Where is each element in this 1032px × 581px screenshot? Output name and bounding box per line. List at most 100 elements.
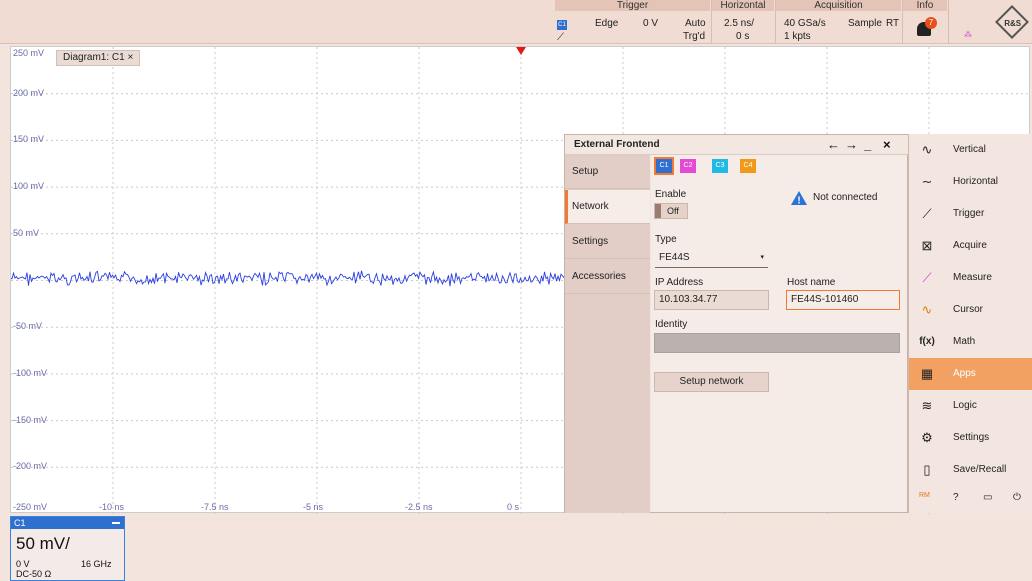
horizontal-icon: ∼: [921, 174, 933, 189]
nav-setup[interactable]: Setup: [565, 155, 650, 189]
menu-apps[interactable]: ▦ Apps: [909, 358, 1032, 390]
type-value: FE44S: [659, 252, 690, 263]
measure-icon: ⟋: [922, 270, 932, 285]
menu-label: Measure: [953, 272, 992, 283]
menu-logic[interactable]: ≋ Logic: [909, 390, 1032, 422]
arrow-left-icon[interactable]: ←: [827, 137, 840, 152]
menu-vertical[interactable]: ∿ Vertical: [909, 134, 1032, 166]
type-select[interactable]: FE44S ▾: [654, 248, 769, 268]
tab-c4[interactable]: C4: [740, 159, 756, 173]
menu-trigger[interactable]: ⟋ Trigger: [909, 198, 1032, 230]
remote-icon[interactable]: RM: [919, 492, 930, 499]
acquisition-rt: RT: [886, 18, 900, 29]
save-icon: ▯: [923, 462, 931, 477]
menu-horizontal[interactable]: ∼ Horizontal: [909, 166, 1032, 198]
help-icon[interactable]: ?: [953, 492, 959, 503]
power-icon[interactable]: ⏻: [1013, 492, 1021, 503]
type-label: Type: [655, 234, 677, 245]
info-summary[interactable]: Info 7: [903, 0, 947, 44]
logic-icon: ≋: [921, 398, 933, 413]
trigger-icon: ⟋: [922, 206, 932, 221]
brand-text: R&S: [1004, 18, 1022, 28]
separator: [948, 0, 949, 44]
menu-label: Settings: [953, 432, 990, 443]
acquisition-summary[interactable]: Acquisition 40 GSa/s Sample RT 1 kpts: [776, 0, 901, 44]
sample-rate: 40 GSa/s: [784, 18, 826, 29]
gear-icon: ⚙: [921, 430, 933, 445]
diagram-tab[interactable]: Diagram1: C1 ×: [56, 50, 141, 66]
toggle-knob: [655, 204, 661, 218]
y-tick-label: -100 mV: [13, 367, 48, 378]
close-icon[interactable]: ×: [883, 137, 891, 152]
y-tick-label: 50 mV: [13, 227, 40, 238]
menu-label: Logic: [953, 400, 977, 411]
info-head: Info: [903, 0, 947, 11]
display-icon[interactable]: ▭: [983, 492, 993, 503]
minimize-icon[interactable]: _: [864, 137, 872, 152]
trigger-mode: Auto: [685, 18, 706, 29]
cursor-icon: ∿: [921, 302, 933, 317]
identity-field: [654, 333, 900, 353]
acquisition-mode: Sample: [848, 18, 882, 29]
menu-label: Acquire: [953, 240, 987, 251]
menu-label: Trigger: [953, 208, 985, 219]
enable-label: Enable: [655, 189, 687, 200]
external-frontend-dialog: External Frontend ← → _ × Setup Network …: [564, 134, 909, 513]
nav-settings[interactable]: Settings: [565, 225, 650, 259]
arrow-right-icon[interactable]: →: [845, 137, 858, 152]
separator: [775, 0, 776, 44]
trigger-position-marker[interactable]: [516, 47, 526, 55]
identity-label: Identity: [655, 319, 688, 330]
channel-name: C1: [11, 517, 124, 529]
x-tick-label: -10 ns: [99, 502, 125, 512]
dialog-title: External Frontend: [574, 139, 660, 150]
menu-acquire[interactable]: ⊠ Acquire: [909, 230, 1032, 262]
tab-c1[interactable]: C1: [654, 157, 674, 175]
setup-network-button[interactable]: Setup network: [654, 372, 769, 392]
menu-cursor[interactable]: ∿ Cursor: [909, 294, 1032, 326]
trigger-summary[interactable]: Trigger C1 ⟋ Edge 0 V Auto Trg'd: [555, 0, 710, 44]
y-tick-label: -50 mV: [13, 321, 43, 332]
dialog-nav: Setup Network Settings Accessories: [565, 155, 650, 513]
channel-offset: 0 V: [16, 559, 30, 569]
toggle-state: Off: [667, 206, 679, 216]
menu-label: Horizontal: [953, 176, 999, 187]
menu-measure[interactable]: ⟋ Measure: [909, 262, 1032, 294]
math-icon: f(x): [919, 336, 935, 347]
channel-c1-box[interactable]: C1 50 mV/ 0 V 16 GHz DC-50 Ω: [10, 516, 125, 581]
logic-status-icon: ⁂: [964, 30, 972, 39]
tab-c2[interactable]: C2: [680, 159, 696, 173]
tab-c3[interactable]: C3: [712, 159, 728, 173]
minimize-icon: [112, 522, 120, 524]
menu-bottom-bar: RM ? ▭ ⏻: [909, 486, 1032, 512]
y-tick-label: -250 mV: [13, 502, 48, 512]
ip-address-input[interactable]: 10.103.34.77: [654, 290, 769, 310]
apps-icon: ▦: [920, 366, 934, 381]
menu-settings[interactable]: ⚙ Settings: [909, 422, 1032, 454]
y-tick-label: 100 mV: [13, 181, 45, 192]
dialog-titlebar[interactable]: External Frontend ← → _ ×: [565, 135, 909, 155]
channel-coupling: DC-50 Ω: [16, 569, 52, 579]
main-menu: ∿ Vertical ∼ Horizontal ⟋ Trigger ⊠ Acqu…: [908, 134, 1032, 513]
y-tick-label: 150 mV: [13, 134, 45, 145]
menu-math[interactable]: f(x) Math: [909, 326, 1032, 358]
dialog-body: C1 C2 C3 C4 Enable Off ! Not connected T…: [651, 155, 907, 512]
acquisition-head: Acquisition: [776, 0, 901, 11]
horizontal-scale: 2.5 ns/: [724, 18, 755, 29]
connection-status: Not connected: [813, 192, 878, 203]
trigger-head: Trigger: [555, 0, 710, 11]
menu-save-recall[interactable]: ▯ Save/Recall: [909, 454, 1032, 486]
nav-network[interactable]: Network: [565, 190, 650, 224]
horizontal-head: Horizontal: [712, 0, 774, 11]
acquire-icon: ⊠: [921, 238, 933, 253]
host-name-input[interactable]: FE44S-101460: [786, 290, 900, 310]
trigger-channel-badge: C1: [557, 20, 567, 30]
host-label: Host name: [787, 277, 836, 288]
separator: [902, 0, 903, 44]
horizontal-summary[interactable]: Horizontal 2.5 ns/ 0 s: [712, 0, 774, 44]
menu-label: Vertical: [953, 144, 986, 155]
vertical-scale: 50 mV/: [16, 534, 70, 553]
enable-toggle[interactable]: Off: [654, 203, 688, 219]
nav-accessories[interactable]: Accessories: [565, 260, 650, 294]
